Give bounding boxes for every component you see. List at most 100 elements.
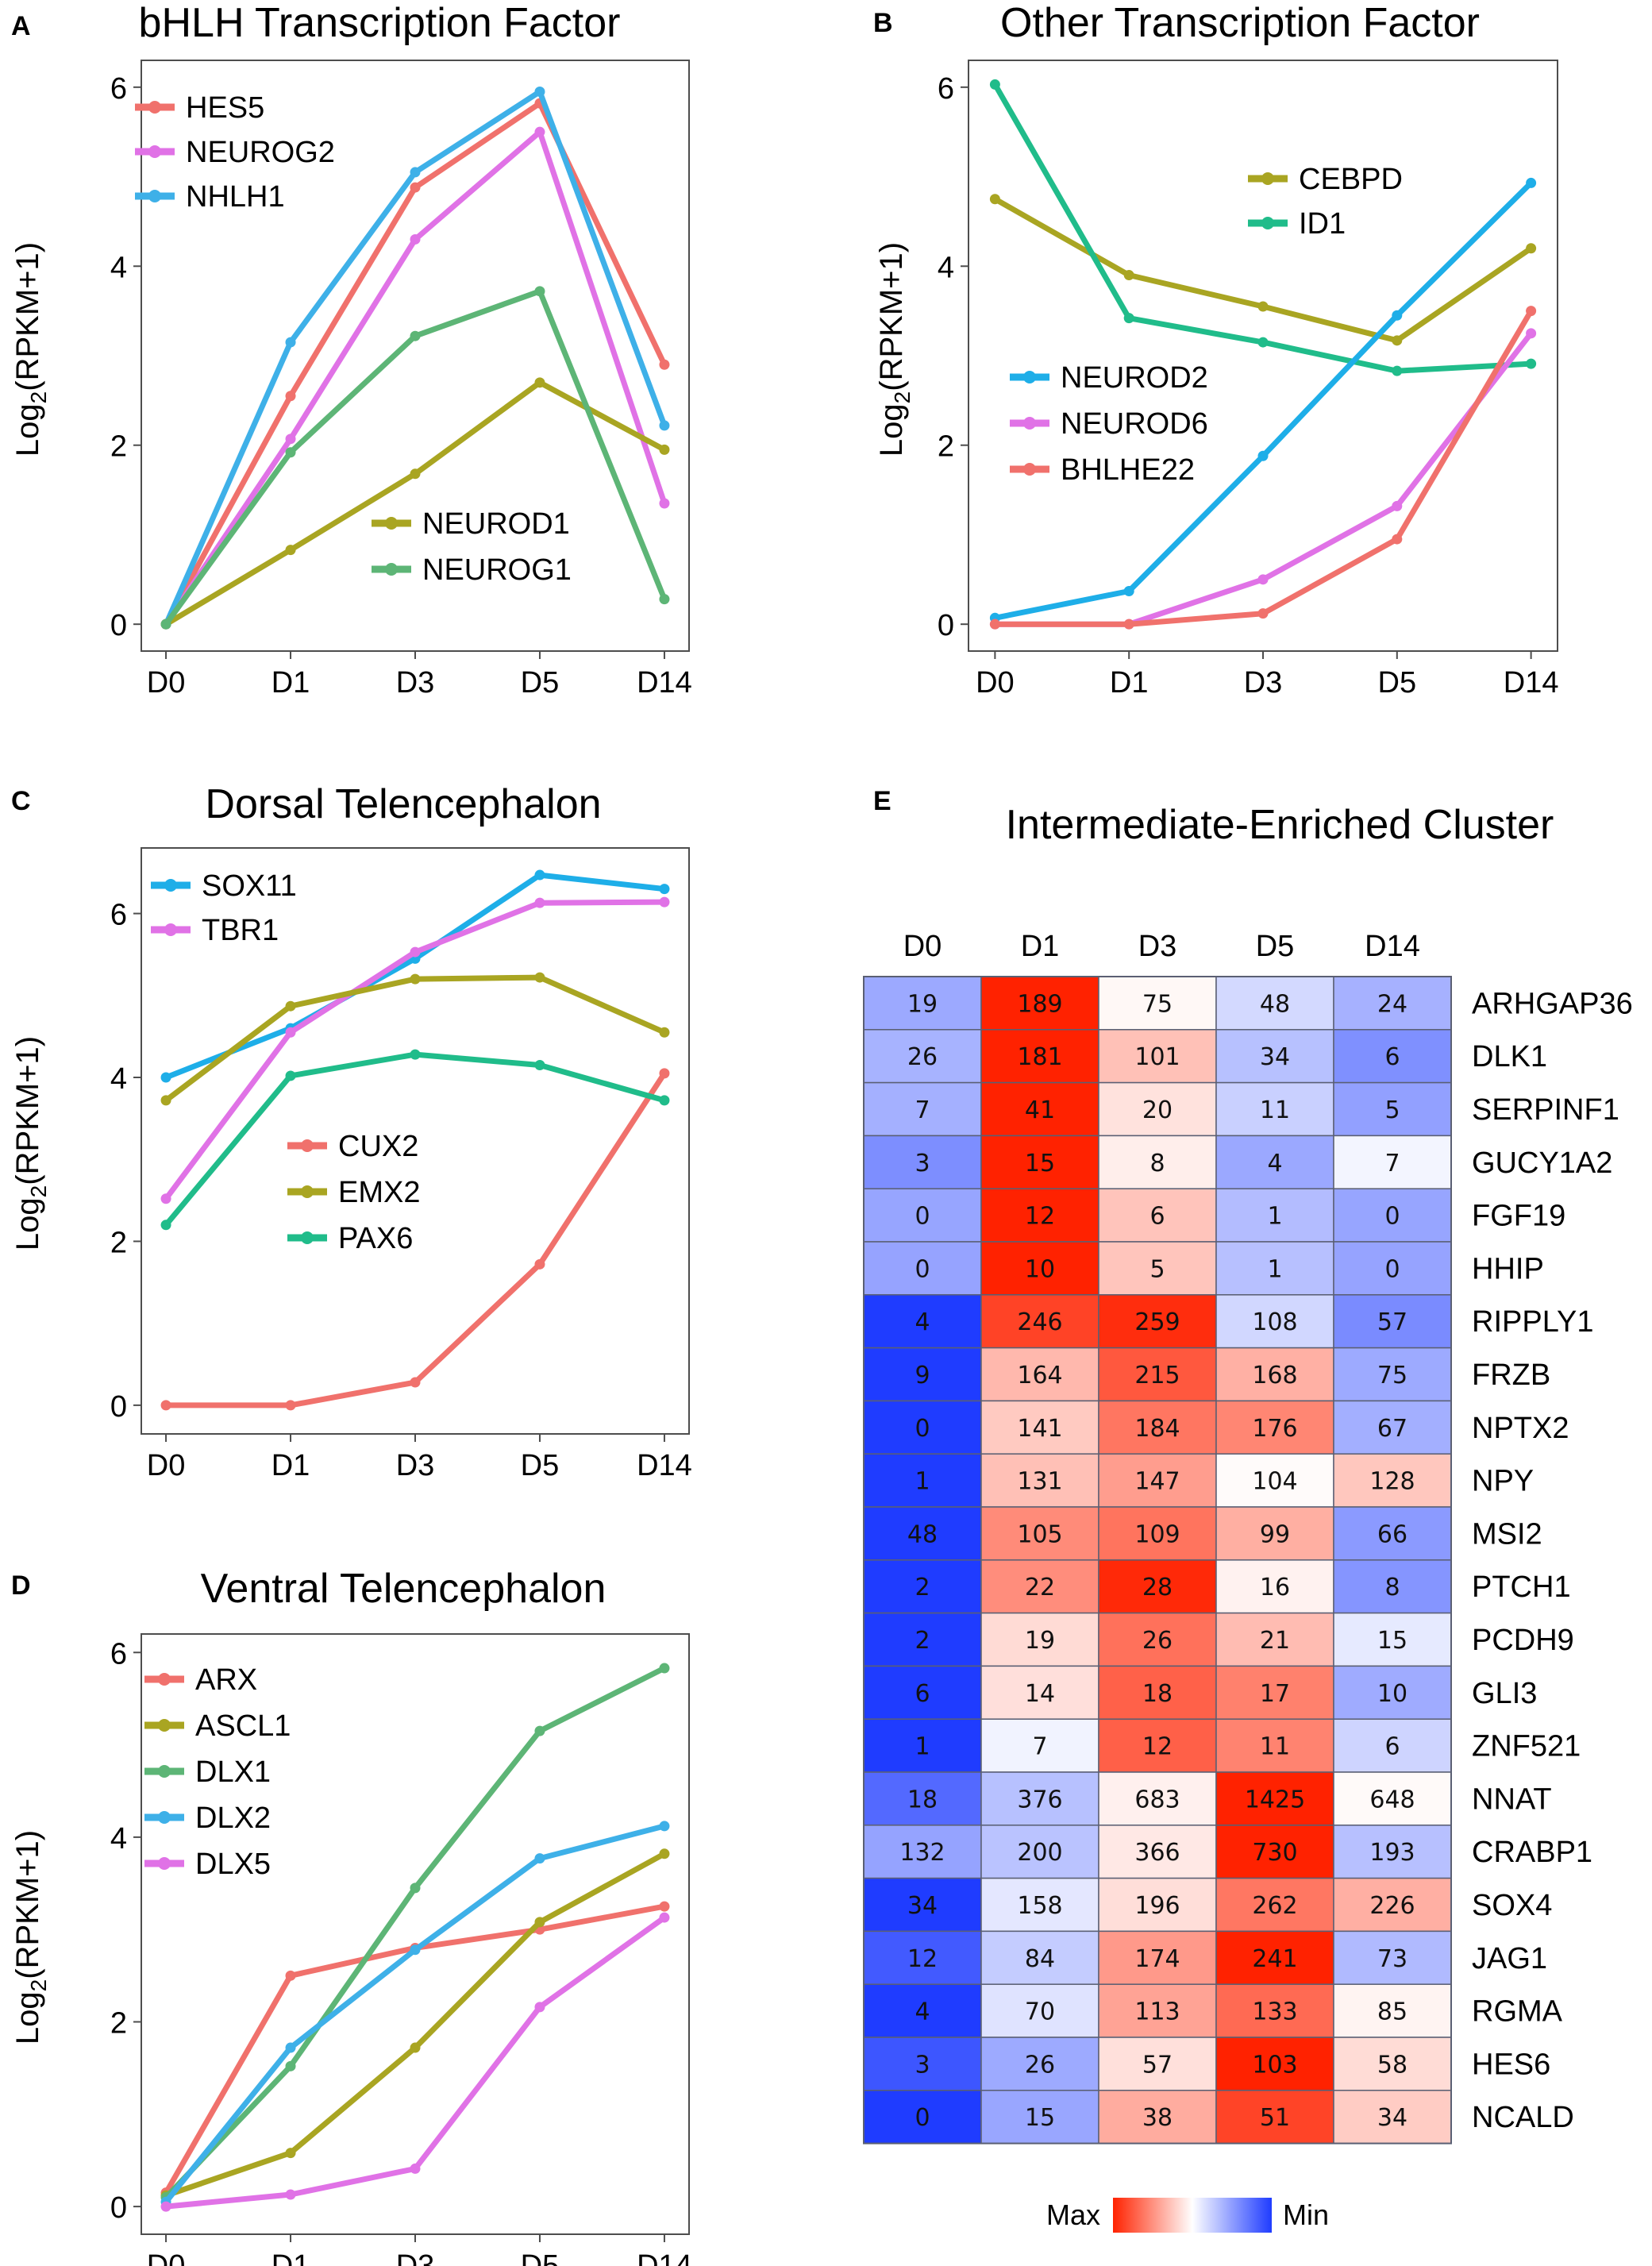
- legend-label: NEUROD1: [422, 507, 570, 541]
- heatmap-cell-value: 1: [915, 1733, 930, 1761]
- data-point-hes5: [659, 359, 670, 370]
- heatmap-row-nnat: 18 376 683 1425 648 NNAT: [863, 1771, 1552, 1826]
- y-axis-label: Log2(RPKM+1): [10, 1036, 51, 1251]
- y-tick-label: 6: [110, 899, 127, 932]
- x-tick-label: D3: [396, 666, 435, 699]
- heatmap-cell: [980, 1825, 1099, 1879]
- legend: HES5 NEUROG2 NHLH1: [135, 91, 335, 214]
- legend-label: NHLH1: [186, 180, 285, 214]
- x-tick-label: D5: [521, 2249, 560, 2266]
- heatmap-cell: [863, 1029, 982, 1084]
- column-label: D5: [1256, 930, 1295, 963]
- heatmap-cell-value: 176: [1252, 1415, 1297, 1443]
- heatmap-cell-value: 0: [915, 1415, 930, 1443]
- heatmap-cell-value: 2: [915, 1627, 930, 1655]
- panel-d: D Ventral TelencephalonLog2(RPKM+1)0246D0…: [10, 1566, 692, 2266]
- data-point-ascl1: [410, 2042, 421, 2053]
- data-point-id1: [1257, 337, 1269, 348]
- heatmap-cell: [1215, 1400, 1334, 1455]
- heatmap-cell-value: 19: [907, 990, 938, 1018]
- data-point-dlx5: [285, 2189, 296, 2200]
- legend-key-point: [1261, 172, 1274, 185]
- heatmap-cell: [980, 1930, 1099, 1985]
- x-tick-label: D3: [396, 2249, 435, 2266]
- data-point-bhlhe22: [1526, 306, 1537, 317]
- heatmap-cell: [1098, 2090, 1217, 2145]
- heatmap-cell-value: 1: [915, 1468, 930, 1496]
- heatmap-cell-value: 4: [915, 1998, 930, 2026]
- heatmap-cell-value: 0: [915, 1203, 930, 1231]
- data-point-neurog1: [659, 594, 670, 605]
- heatmap-cell-value: 21: [1260, 1627, 1290, 1655]
- x-tick-label: D0: [976, 666, 1015, 699]
- y-axis-label-subscript: 2: [26, 1979, 51, 1992]
- legend-key-point: [158, 1719, 171, 1732]
- heatmap-cell-value: 168: [1252, 1362, 1297, 1389]
- data-point-dlx2: [285, 2042, 296, 2053]
- heatmap-cell: [1333, 2090, 1452, 2145]
- data-point-neurod6: [1257, 574, 1269, 585]
- data-point-neurog2: [659, 498, 670, 509]
- heatmap-cell: [1215, 976, 1334, 1031]
- data-point-id1: [1392, 365, 1403, 376]
- series-tbr1: [160, 896, 670, 1204]
- legend-key-point: [1023, 463, 1036, 476]
- row-label: FGF19: [1472, 1200, 1565, 1233]
- row-label: HHIP: [1472, 1252, 1544, 1285]
- heatmap-cell: [1098, 1665, 1217, 1720]
- heatmap-cell-value: 57: [1142, 2051, 1173, 2079]
- heatmap-cell-value: 34: [1377, 2104, 1407, 2132]
- y-tick-label: 2: [110, 1226, 127, 1259]
- data-point-dlx5: [160, 2201, 171, 2212]
- y-tick-label: 0: [110, 609, 127, 642]
- heatmap-cell-value: 7: [1032, 1733, 1047, 1761]
- data-point-dlx5: [659, 1912, 670, 1923]
- heatmap-cell: [863, 1825, 982, 1879]
- column-label: D14: [1365, 930, 1420, 963]
- heatmap-cell-value: 67: [1377, 1415, 1407, 1443]
- series-line-neurod2: [992, 179, 1535, 621]
- panel-letter: B: [873, 8, 893, 38]
- legend-label: ARX: [195, 1663, 257, 1697]
- heatmap-cell-value: 108: [1252, 1308, 1297, 1336]
- row-label: MSI2: [1472, 1517, 1542, 1551]
- data-point-nhlh1: [285, 337, 296, 348]
- legend-label: NEUROG1: [422, 553, 572, 587]
- heatmap-cell-value: 34: [1260, 1043, 1290, 1071]
- heatmap-cell-value: 0: [915, 2104, 930, 2132]
- heatmap-cell: [1333, 1188, 1452, 1243]
- heatmap-cell-value: 66: [1377, 1520, 1407, 1548]
- heatmap-cell-value: 15: [1377, 1627, 1407, 1655]
- y-tick-label: 4: [110, 251, 127, 284]
- legend-key-point: [164, 879, 177, 892]
- x-tick-label: D5: [521, 1449, 560, 1482]
- x-tick-label: D14: [637, 2249, 692, 2266]
- x-tick-label: D0: [147, 666, 186, 699]
- heatmap-frame: [863, 976, 1452, 2145]
- series-ascl1: [160, 1848, 670, 2201]
- heatmap-cell-value: 8: [1149, 1150, 1165, 1177]
- data-point-bhlhe22: [1392, 534, 1403, 545]
- data-point-neurod1: [410, 468, 421, 480]
- panel-letter: E: [873, 786, 891, 816]
- data-point-tbr1: [160, 1193, 171, 1204]
- heatmap-cell: [863, 1665, 982, 1720]
- heatmap-cell-value: 101: [1134, 1043, 1180, 1071]
- heatmap-row-arhgap36: 19 189 75 48 24 ARHGAP36: [863, 976, 1633, 1031]
- heatmap-cell: [863, 1294, 982, 1349]
- series-pax6: [160, 1049, 670, 1231]
- heatmap-cell: [863, 1559, 982, 1614]
- legend-label: DLX5: [195, 1848, 271, 1881]
- series-line-dlx2: [163, 1823, 668, 2205]
- data-point-tbr1: [659, 896, 670, 908]
- data-point-bhlhe22: [1123, 619, 1134, 630]
- data-point-dlx1: [659, 1663, 670, 1674]
- heatmap-row-ncald: 0 15 38 51 34 NCALD: [863, 2090, 1574, 2145]
- row-label: SERPINF1: [1472, 1093, 1619, 1127]
- heatmap-cell-value: 15: [1025, 2104, 1055, 2132]
- scale-max-label: Max: [1046, 2199, 1100, 2231]
- series-line-id1: [992, 81, 1535, 374]
- row-label: HES6: [1472, 2048, 1550, 2081]
- legend-key-point: [158, 1857, 171, 1870]
- y-axis-label-suffix: (RPKM+1): [874, 242, 909, 391]
